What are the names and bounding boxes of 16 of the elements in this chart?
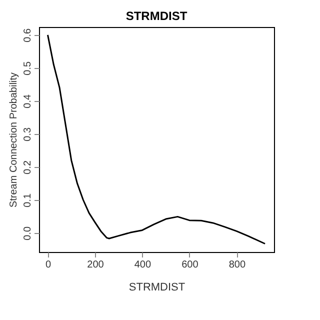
x-tick-label: 0 bbox=[45, 260, 52, 270]
x-tick-label: 600 bbox=[182, 260, 199, 270]
x-axis-title: STRMDIST bbox=[128, 282, 186, 294]
y-tick-label: 0.2 bbox=[22, 160, 34, 174]
y-tick-label: 0.1 bbox=[22, 192, 34, 208]
y-tick-label: 0.3 bbox=[22, 127, 34, 142]
y-tick-label: 0.0 bbox=[22, 226, 34, 240]
y-tick-label: 0.5 bbox=[22, 61, 34, 76]
y-tick-label: 0.4 bbox=[22, 94, 34, 108]
line-series bbox=[46, 34, 266, 244]
x-tick-label: 400 bbox=[134, 260, 152, 270]
y-tick-label: 0.6 bbox=[22, 28, 34, 42]
y-axis-title: Stream Connection Probability bbox=[8, 72, 20, 208]
x-tick-label: 800 bbox=[228, 260, 246, 270]
x-tick-label: 200 bbox=[87, 260, 104, 270]
chart-title: STRMDIST bbox=[126, 9, 188, 23]
